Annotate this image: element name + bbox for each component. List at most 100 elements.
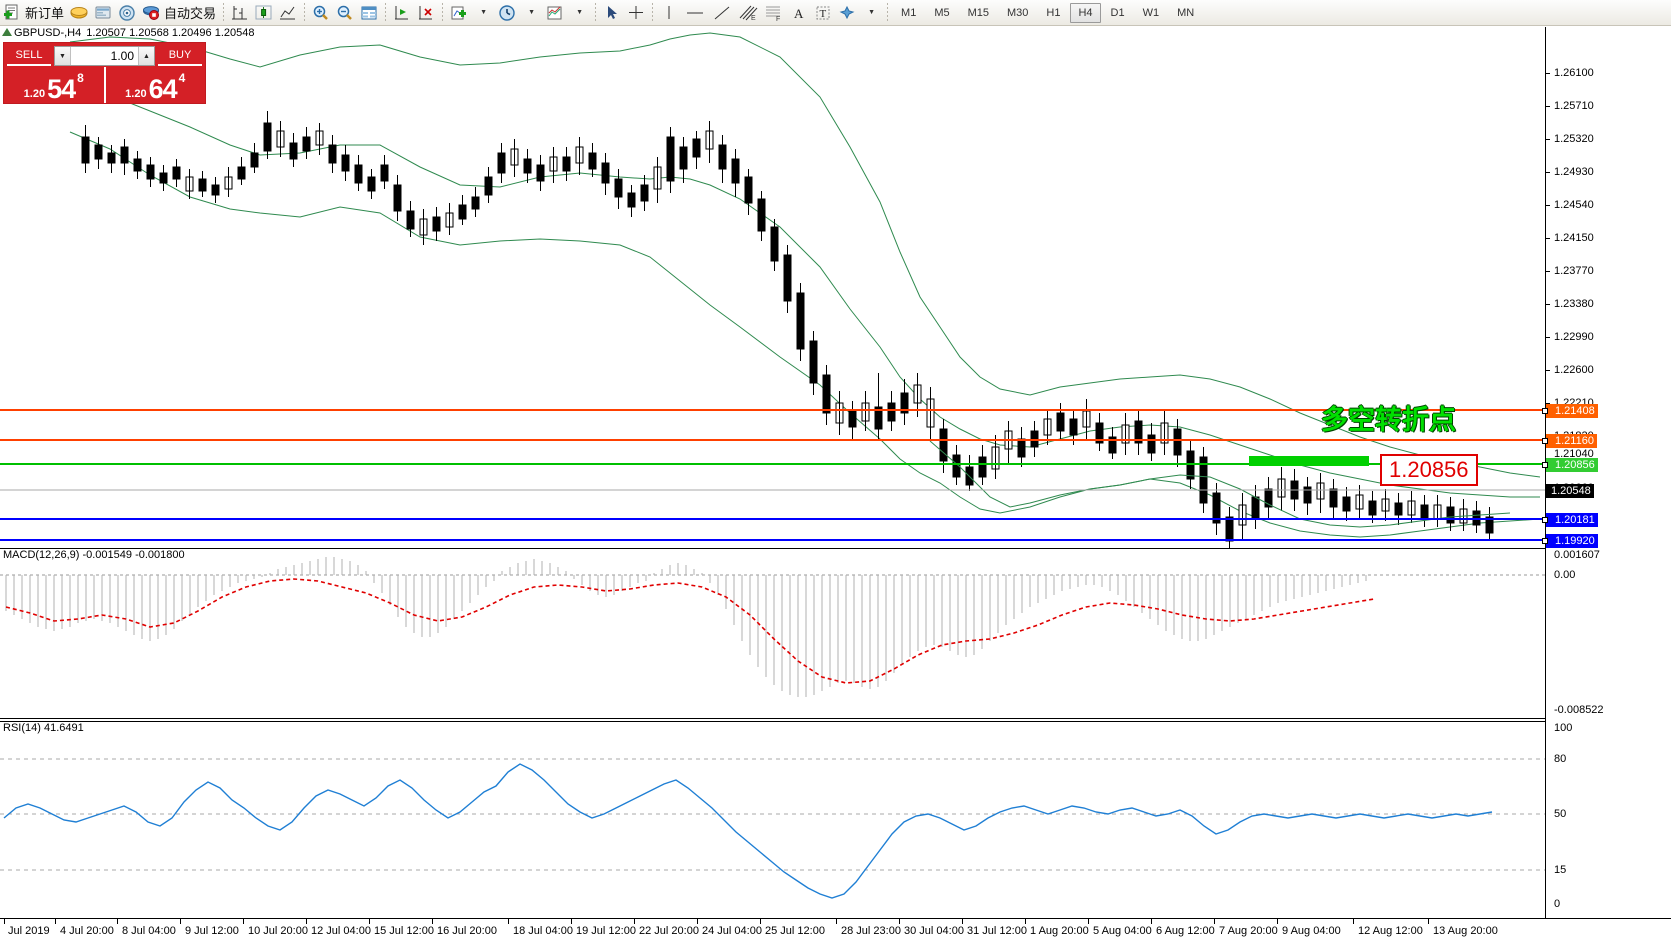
indicators-icon[interactable] — [447, 1, 471, 25]
timeframe-h4[interactable]: H4 — [1070, 2, 1101, 23]
level-label-support-2[interactable]: 1.19920 — [1542, 534, 1598, 548]
chevron-down-icon[interactable]: ▼ — [480, 9, 487, 16]
candlestick-chart-icon[interactable] — [252, 1, 276, 25]
candlestick-series — [81, 111, 1494, 548]
text-icon[interactable]: A — [787, 1, 811, 25]
buy-price-sup: 4 — [178, 71, 186, 85]
rsi-chart-svg — [0, 758, 1545, 899]
level-handle-icon[interactable] — [1542, 462, 1548, 468]
zoom-in-icon[interactable] — [309, 1, 333, 25]
time-tick — [1353, 919, 1354, 924]
time-label: 8 Jul 04:00 — [122, 925, 176, 937]
axis-tick: 1.21040 — [1554, 448, 1594, 460]
sell-button[interactable]: SELL — [7, 46, 51, 66]
hline-icon[interactable] — [681, 1, 709, 25]
volume-value[interactable]: 1.00 — [110, 49, 134, 63]
time-tick — [432, 919, 433, 924]
macd-axis-tick: 0.00 — [1554, 569, 1576, 581]
equidistant-channel-icon[interactable]: E — [735, 1, 761, 25]
macd-signal-line — [5, 578, 1375, 684]
rsi-pane[interactable]: RSI(14) 41.6491 — [0, 722, 1545, 918]
green-zone-highlight — [1249, 456, 1369, 466]
buy-button[interactable]: BUY — [158, 46, 202, 66]
crosshair-icon[interactable] — [624, 1, 648, 25]
level-label-pivot[interactable]: 1.20856 — [1542, 458, 1598, 472]
time-label: 12 Aug 12:00 — [1358, 925, 1423, 937]
cursor-icon[interactable] — [600, 1, 624, 25]
toolbar-separator — [442, 2, 444, 23]
macd-label: MACD(12,26,9) -0.001549 -0.001800 — [3, 549, 185, 561]
time-axis[interactable]: Jul 2019 4 Jul 20:00 8 Jul 04:00 9 Jul 1… — [0, 918, 1671, 947]
bar-chart-icon[interactable] — [228, 1, 252, 25]
level-handle-icon[interactable] — [1542, 438, 1548, 444]
chevron-up-icon[interactable]: ▲ — [138, 47, 154, 65]
shift-icon[interactable] — [390, 1, 414, 25]
time-tick — [697, 919, 698, 924]
level-handle-icon[interactable] — [1542, 538, 1548, 544]
symbol-ohlc-bar: GBPUSD-,H4 1.20507 1.20568 1.20496 1.205… — [0, 27, 700, 39]
timeframe-d1[interactable]: D1 — [1110, 6, 1125, 19]
timeframe-mn[interactable]: MN — [1177, 6, 1195, 19]
volume-stepper[interactable]: ▼ 1.00 ▲ — [54, 46, 155, 66]
time-label: 10 Jul 20:00 — [248, 925, 308, 937]
timeframe-m15[interactable]: M15 — [967, 6, 989, 19]
macd-pane-bottom-border — [0, 718, 1545, 719]
shapes-icon[interactable] — [835, 1, 859, 25]
chevron-down-icon[interactable]: ▼ — [868, 9, 875, 16]
sell-price[interactable]: 1.20 54 8 — [4, 67, 104, 103]
time-tick — [117, 919, 118, 924]
timeframe-w1[interactable]: W1 — [1142, 6, 1160, 19]
buy-price-big: 64 — [148, 74, 178, 104]
macd-histogram — [5, 557, 1367, 697]
level-label-resistance-1[interactable]: 1.21408 — [1542, 404, 1598, 418]
time-tick — [180, 919, 181, 924]
grid-icon[interactable] — [357, 1, 381, 25]
time-tick — [243, 919, 244, 924]
fibonacci-icon[interactable]: F — [761, 1, 787, 25]
autoscroll-icon[interactable] — [414, 1, 438, 25]
chevron-down-icon[interactable]: ▼ — [55, 47, 71, 65]
time-label: 22 Jul 20:00 — [639, 925, 699, 937]
line-chart-icon[interactable] — [276, 1, 300, 25]
buy-price[interactable]: 1.20 64 4 — [106, 67, 206, 103]
new-order-icon[interactable] — [0, 1, 24, 25]
navigator-icon[interactable] — [115, 1, 139, 25]
time-tick — [55, 919, 56, 924]
level-label-resistance-2[interactable]: 1.21160 — [1542, 434, 1597, 448]
level-handle-icon[interactable] — [1542, 408, 1548, 414]
expert-advisor-icon[interactable] — [67, 1, 91, 25]
timeframe-m1[interactable]: M1 — [901, 6, 917, 19]
data-window-icon[interactable] — [91, 1, 115, 25]
time-tick — [962, 919, 963, 924]
new-order-button[interactable]: 新订单 — [25, 6, 65, 21]
period-icon[interactable] — [495, 1, 519, 25]
chevron-down-icon[interactable]: ▼ — [528, 9, 535, 16]
time-label: 16 Jul 20:00 — [437, 925, 497, 937]
auto-trading-button[interactable]: 自动交易 — [164, 6, 217, 21]
timeframe-m30[interactable]: M30 — [1007, 6, 1029, 19]
time-label: 9 Jul 12:00 — [185, 925, 239, 937]
timeframe-m5[interactable]: M5 — [934, 6, 950, 19]
one-click-trading-panel: SELL ▼ 1.00 ▲ BUY 1.20 54 8 1.20 64 4 — [3, 42, 206, 104]
macd-axis-tick: 0.001607 — [1554, 549, 1600, 561]
timeframe-h1[interactable]: H1 — [1046, 6, 1061, 19]
autotrading-icon[interactable] — [139, 1, 163, 25]
price-pane[interactable]: 多空转折点 1.20856 — [0, 27, 1545, 548]
rsi-line — [3, 763, 1493, 899]
rsi-pane-top-border — [0, 721, 1545, 722]
svg-text:F: F — [776, 16, 780, 22]
macd-pane[interactable]: MACD(12,26,9) -0.001549 -0.001800 — [0, 549, 1545, 718]
rsi-axis-tick: 15 — [1554, 864, 1567, 876]
trendline-icon[interactable] — [709, 1, 735, 25]
templates-icon[interactable] — [543, 1, 567, 25]
vline-icon[interactable] — [657, 1, 681, 25]
current-price-label: 1.20548 — [1546, 484, 1594, 498]
zoom-out-icon[interactable] — [333, 1, 357, 25]
sell-price-prefix: 1.20 — [23, 88, 46, 100]
level-handle-icon[interactable] — [1542, 517, 1548, 523]
toolbar-separator — [385, 2, 387, 23]
label-icon[interactable]: T — [811, 1, 835, 25]
time-label: 4 Jul 20:00 — [60, 925, 114, 937]
chevron-down-icon[interactable]: ▼ — [576, 9, 583, 16]
level-label-support-1[interactable]: 1.20181 — [1542, 513, 1598, 527]
